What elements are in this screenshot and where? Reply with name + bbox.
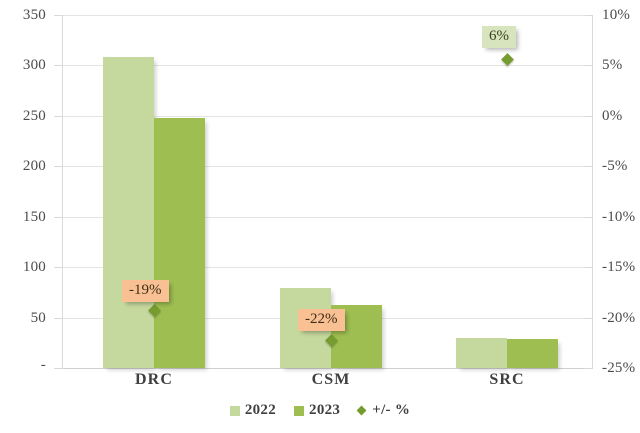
- left-tick-mark-50: [54, 318, 62, 319]
- right-tick-mark-n10: [585, 217, 593, 218]
- left-axis-tick-100: 100: [22, 259, 46, 275]
- right-tick-mark-n25: [585, 368, 593, 369]
- data-label-csm: -22%: [298, 309, 345, 331]
- left-tick-mark-0: [54, 368, 62, 369]
- right-tick-mark-10: [585, 15, 593, 16]
- right-tick-mark-n5: [585, 166, 593, 167]
- right-axis-tick-n20: -20%: [602, 310, 636, 326]
- right-tick-mark-5: [585, 65, 593, 66]
- right-axis-tick-n25: -25%: [602, 360, 636, 376]
- data-label-src: 6%: [482, 26, 516, 48]
- left-tick-mark-200: [54, 166, 62, 167]
- left-tick-mark-150: [54, 217, 62, 218]
- gridline-100: [62, 267, 592, 268]
- category-label-drc: DRC: [135, 371, 173, 388]
- legend-square-2023-icon: [294, 405, 305, 416]
- legend-item-2022[interactable]: 2022: [229, 402, 277, 419]
- right-axis-tick-n10: -10%: [602, 209, 636, 225]
- left-axis-tick-250: 250: [22, 108, 46, 124]
- left-axis-tick-150: 150: [22, 209, 46, 225]
- bar-src-2023[interactable]: [507, 339, 558, 368]
- gridline-350: [62, 15, 592, 16]
- legend-label-2022: 2022: [244, 402, 277, 418]
- left-tick-mark-100: [54, 267, 62, 268]
- legend-label-2023: 2023: [309, 402, 341, 418]
- left-axis-tick-200: 200: [22, 158, 46, 174]
- right-axis-tick-10: 10%: [602, 7, 631, 23]
- gridline-250: [62, 116, 592, 117]
- left-tick-mark-350: [54, 15, 62, 16]
- left-axis-tick-350: 350: [22, 7, 46, 23]
- left-axis-tick-50: 50: [30, 310, 46, 326]
- left-axis-line: [62, 15, 63, 369]
- category-label-csm: CSM: [311, 371, 351, 388]
- legend-label-percent: +/- %: [372, 402, 411, 418]
- gridline-300: [62, 65, 592, 66]
- right-axis-line: [592, 15, 593, 369]
- legend-item-2023[interactable]: 2023: [294, 402, 340, 419]
- legend-diamond-icon: [356, 405, 367, 416]
- left-tick-mark-250: [54, 116, 62, 117]
- left-tick-mark-300: [54, 65, 62, 66]
- left-axis-tick-0: -: [40, 357, 46, 373]
- bar-drc-2023[interactable]: [154, 118, 205, 368]
- right-axis-tick-n15: -15%: [602, 259, 636, 275]
- left-axis-tick-300: 300: [22, 57, 46, 73]
- bar-src-2022[interactable]: [456, 338, 507, 368]
- gridline-zero: [62, 368, 592, 369]
- category-label-src: SRC: [489, 371, 525, 388]
- right-tick-mark-0: [585, 116, 593, 117]
- data-label-drc: -19%: [122, 280, 169, 302]
- right-tick-mark-n15: [585, 267, 593, 268]
- right-axis-tick-5: 5%: [602, 57, 623, 73]
- right-tick-mark-n20: [585, 318, 593, 319]
- gridline-150: [62, 217, 592, 218]
- chart-legend: 2022 2023 +/- %: [0, 402, 640, 419]
- right-axis-tick-0: 0%: [602, 108, 623, 124]
- legend-square-2022-icon: [229, 405, 240, 416]
- bar-drc-2022[interactable]: [103, 57, 154, 368]
- right-axis-tick-n5: -5%: [602, 158, 628, 174]
- legend-item-percent[interactable]: +/- %: [356, 402, 411, 419]
- gridline-200: [62, 166, 592, 167]
